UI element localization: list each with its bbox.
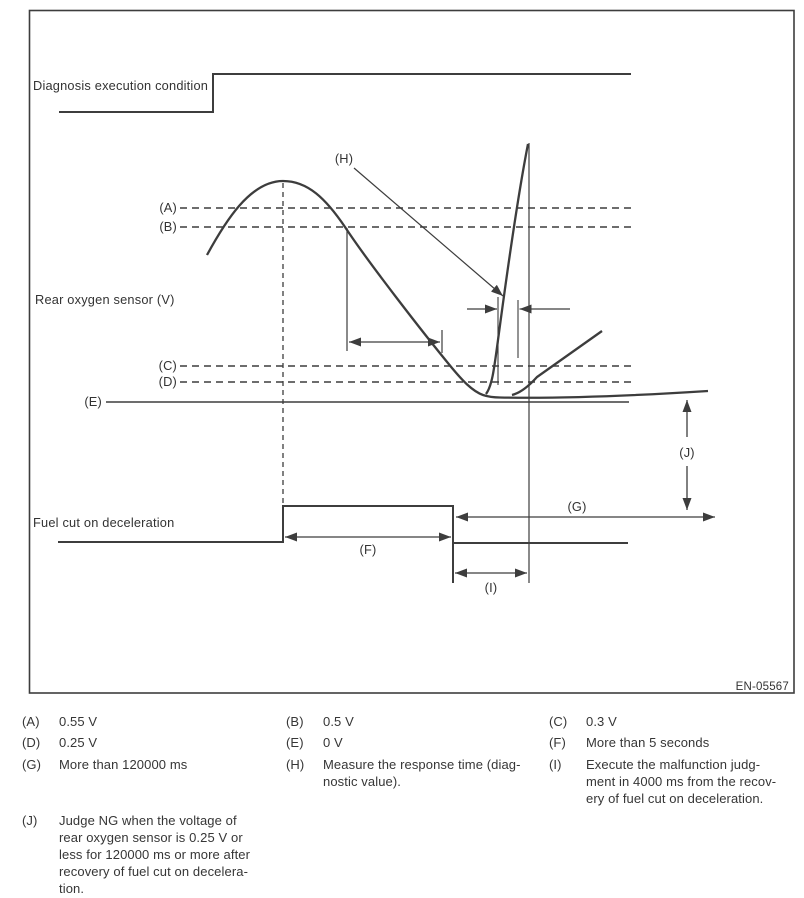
legend-key-e: (E)	[286, 735, 304, 750]
legend-key-g: (G)	[22, 757, 42, 772]
fuel-cut-label: Fuel cut on deceleration	[33, 515, 174, 530]
level-label-d: (D)	[159, 374, 177, 389]
legend-text-j: Judge NG when the voltage of rear oxygen…	[59, 813, 251, 896]
diagnosis-signal-label: Diagnosis execution condition	[33, 78, 208, 93]
legend-key-h: (H)	[286, 757, 305, 772]
level-label-b: (B)	[159, 219, 177, 234]
annotation-label-g: (G)	[567, 499, 586, 514]
legend-text-g: More than 120000 ms	[59, 757, 188, 772]
fuel-cut-trace	[58, 505, 454, 583]
sensor-recovery-spike	[485, 143, 530, 395]
legend-text-e: 0 V	[323, 735, 343, 750]
legend-key-d: (D)	[22, 735, 41, 750]
annotation-label-f: (F)	[360, 542, 377, 557]
sensor-axis-label: Rear oxygen sensor (V)	[35, 292, 175, 307]
legend-key-f: (F)	[549, 735, 566, 750]
legend-key-i: (I)	[549, 757, 562, 772]
legend-text-d: 0.25 V	[59, 735, 98, 750]
legend-key-c: (C)	[549, 714, 568, 729]
sensor-recovery-slope	[511, 330, 603, 397]
legend-text-i: Execute the malfunction judg- ment in 40…	[586, 757, 777, 806]
legend-text-c: 0.3 V	[586, 714, 617, 729]
annotation-label-j: (J)	[679, 445, 695, 460]
sensor-voltage-curve	[205, 179, 709, 399]
h-leader-arrow	[353, 167, 504, 297]
legend-text-f: More than 5 seconds	[586, 735, 710, 750]
annotation-label-i: (I)	[485, 580, 498, 595]
level-label-e: (E)	[84, 394, 102, 409]
level-label-a: (A)	[159, 200, 177, 215]
legend-text-a: 0.55 V	[59, 714, 98, 729]
legend-key-j: (J)	[22, 813, 38, 828]
legend-text-b: 0.5 V	[323, 714, 354, 729]
legend-text-h: Measure the response time (diag- nostic …	[323, 757, 521, 789]
figure-code: EN-05567	[736, 681, 789, 693]
level-label-c: (C)	[159, 358, 177, 373]
diagram-border	[28, 9, 795, 694]
diagnosis-signal-trace	[59, 73, 631, 113]
annotation-label-h: (H)	[335, 151, 353, 166]
legend-key-a: (A)	[22, 714, 40, 729]
legend-key-b: (B)	[286, 714, 304, 729]
